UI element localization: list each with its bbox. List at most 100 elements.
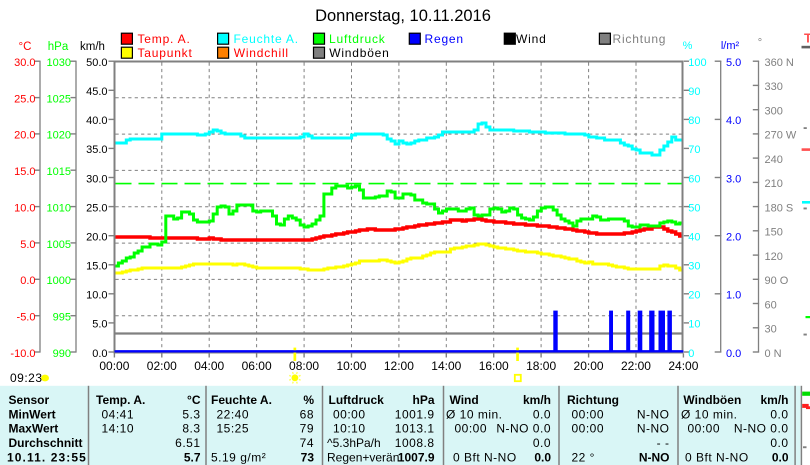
svg-text:^5.3hPa/h: ^5.3hPa/h [327, 436, 381, 450]
svg-text:00:00: 00:00 [572, 422, 605, 436]
svg-text:1020: 1020 [47, 130, 71, 142]
svg-text:74: 74 [300, 436, 314, 450]
svg-text:N-NO: N-NO [637, 422, 670, 436]
svg-text:12:00: 12:00 [384, 359, 414, 373]
svg-text:Feuchte A.: Feuchte A. [211, 393, 272, 407]
svg-text:20: 20 [688, 290, 700, 302]
svg-text:14:00: 14:00 [431, 359, 461, 373]
svg-text:6.51: 6.51 [175, 436, 200, 450]
svg-text:1013.1: 1013.1 [395, 422, 435, 436]
svg-text:120: 120 [765, 251, 783, 263]
svg-text:Luftdruck: Luftdruck [329, 32, 386, 46]
svg-text:-5.0: -5.0 [17, 311, 36, 323]
svg-text:10: 10 [688, 319, 700, 331]
svg-text:25.0: 25.0 [86, 202, 107, 214]
svg-text:%: % [303, 393, 314, 407]
svg-text:08:00: 08:00 [289, 359, 319, 373]
svg-text:Donnerstag, 10.11.2016: Donnerstag, 10.11.2016 [315, 7, 491, 25]
svg-text:14:10: 14:10 [102, 422, 135, 436]
svg-text:0 Bft N-NO: 0 Bft N-NO [685, 451, 749, 465]
svg-text:Regen+verän: Regen+verän [327, 451, 399, 465]
svg-text:Feuchte A.: Feuchte A. [234, 32, 299, 46]
svg-text:1008.8: 1008.8 [395, 436, 435, 450]
svg-text:00:00: 00:00 [455, 422, 488, 436]
svg-text:l/m²: l/m² [721, 40, 740, 52]
svg-text:1001.9: 1001.9 [395, 407, 435, 421]
svg-text:15.0: 15.0 [14, 166, 35, 178]
svg-text:15.0: 15.0 [86, 261, 107, 273]
svg-text:5.19 g/m²: 5.19 g/m² [211, 451, 266, 465]
svg-text:30.0: 30.0 [86, 173, 107, 185]
svg-text:100: 100 [688, 57, 706, 69]
svg-text:45.0: 45.0 [86, 86, 107, 98]
svg-text:Taupunkt: Taupunkt [138, 46, 193, 60]
svg-text:Temp. A.: Temp. A. [138, 32, 191, 46]
svg-text:Luftdruck: Luftdruck [329, 393, 385, 407]
svg-text:10:10: 10:10 [333, 422, 366, 436]
svg-text:0 Bft N-NO: 0 Bft N-NO [453, 451, 517, 465]
svg-text:150: 150 [765, 227, 783, 239]
svg-text:1030: 1030 [47, 57, 71, 69]
svg-text:Wind: Wind [450, 393, 479, 407]
svg-text:%: % [683, 40, 693, 52]
svg-text:°C: °C [187, 393, 201, 407]
svg-text:68: 68 [300, 407, 314, 421]
svg-text:Wind: Wind [516, 32, 547, 46]
svg-text:hPa: hPa [412, 393, 434, 407]
svg-text:Windböen: Windböen [329, 46, 389, 60]
svg-text:10.0: 10.0 [86, 290, 107, 302]
svg-text:990: 990 [53, 348, 71, 360]
svg-text:40: 40 [688, 231, 700, 243]
svg-text:50: 50 [688, 202, 700, 214]
svg-text:0 N: 0 N [765, 348, 782, 360]
svg-text:5.0: 5.0 [92, 319, 107, 331]
svg-text:2.0: 2.0 [726, 231, 741, 243]
svg-text:18:00: 18:00 [526, 359, 556, 373]
svg-text:0.0: 0.0 [20, 275, 35, 287]
svg-text:0.0: 0.0 [726, 348, 741, 360]
svg-text:5.3: 5.3 [182, 407, 200, 421]
svg-text:Richtung: Richtung [567, 393, 619, 407]
svg-text:16:00: 16:00 [479, 359, 509, 373]
svg-text:0.0: 0.0 [533, 436, 551, 450]
svg-text:79: 79 [300, 422, 314, 436]
svg-text:N-NO 0.0: N-NO 0.0 [496, 422, 551, 436]
svg-text:hPa: hPa [48, 41, 69, 53]
svg-text:Sensor: Sensor [9, 393, 50, 407]
svg-text:1025: 1025 [47, 93, 71, 105]
svg-text:04:00: 04:00 [194, 359, 224, 373]
svg-text:1015: 1015 [47, 166, 71, 178]
svg-text:Ø 10 min.: Ø 10 min. [681, 407, 738, 421]
svg-text:MinWert: MinWert [9, 407, 56, 421]
svg-text:73: 73 [301, 451, 315, 465]
svg-text:1005: 1005 [47, 239, 71, 251]
svg-text:10:00: 10:00 [336, 359, 366, 373]
svg-text:km/h: km/h [760, 393, 788, 407]
svg-text:80: 80 [688, 115, 700, 127]
svg-text:0: 0 [688, 348, 694, 360]
svg-text:10.11. 23:55: 10.11. 23:55 [7, 451, 87, 465]
svg-text:995: 995 [53, 311, 71, 323]
svg-text:60: 60 [765, 299, 777, 311]
svg-text:5.7: 5.7 [184, 451, 201, 465]
svg-text:22:40: 22:40 [217, 407, 250, 421]
svg-text:1.0: 1.0 [726, 290, 741, 302]
svg-text:06:00: 06:00 [242, 359, 272, 373]
svg-text:5.0: 5.0 [726, 57, 741, 69]
svg-text:30.0: 30.0 [14, 57, 35, 69]
svg-text:30: 30 [688, 261, 700, 273]
svg-text:MaxWert: MaxWert [9, 422, 59, 436]
svg-text:Ø 10 min.: Ø 10 min. [446, 407, 503, 421]
svg-text:-10.0: -10.0 [10, 348, 35, 360]
svg-text:- -: - - [657, 436, 670, 450]
svg-text:00:00: 00:00 [99, 359, 129, 373]
svg-text:00:00: 00:00 [572, 407, 605, 421]
svg-text:02:00: 02:00 [147, 359, 177, 373]
svg-text:0.0: 0.0 [770, 436, 788, 450]
svg-text:8.3: 8.3 [182, 422, 200, 436]
svg-text:20:00: 20:00 [574, 359, 604, 373]
svg-text:50.0: 50.0 [86, 57, 107, 69]
svg-text:210: 210 [765, 178, 783, 190]
svg-text:0.0: 0.0 [772, 451, 789, 465]
svg-text:00:00: 00:00 [333, 407, 366, 421]
